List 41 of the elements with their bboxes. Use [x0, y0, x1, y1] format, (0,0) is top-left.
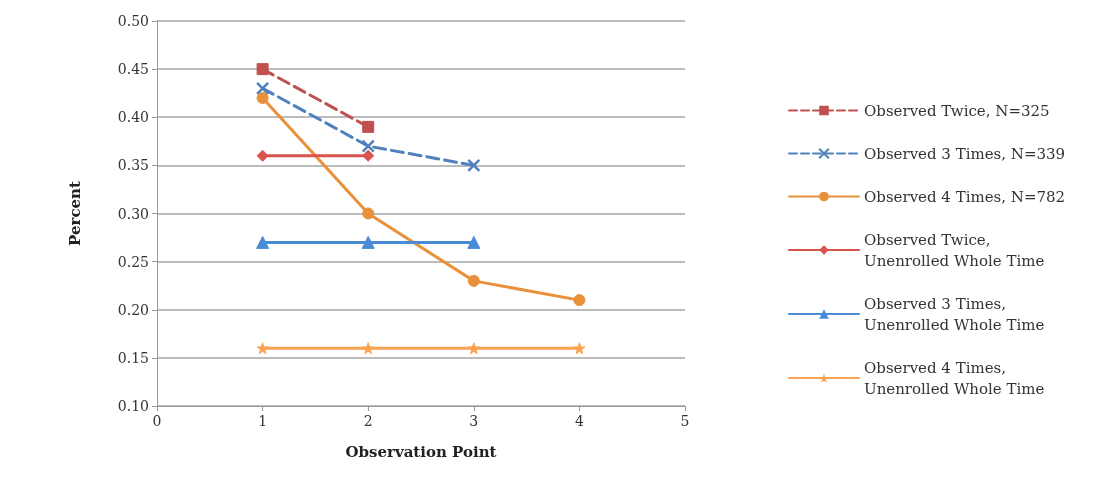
- y-tick-label: 0.25: [117, 253, 149, 270]
- point: [467, 274, 480, 287]
- y-tick-label: 0.40: [117, 109, 149, 126]
- point: [467, 342, 480, 355]
- legend-label: Observed 3 Times, Unenrolled Whole Time: [864, 294, 1045, 334]
- point: [467, 158, 481, 173]
- x-tick-label: 4: [574, 413, 584, 429]
- x-tick-label: 0: [152, 413, 162, 429]
- point: [362, 207, 375, 220]
- x-tick-label: 1: [258, 413, 268, 429]
- point: [573, 342, 586, 355]
- legend-label: Observed Twice, N=325: [864, 101, 1050, 120]
- y-tick-label: 0.15: [117, 349, 149, 366]
- legend-label: Observed Twice, Unenrolled Whole Time: [864, 230, 1045, 270]
- point: [361, 139, 375, 153]
- y-axis-title: Percent: [65, 181, 84, 246]
- point: [467, 235, 481, 249]
- legend-label: Observed 4 Times, N=782: [864, 187, 1066, 206]
- point: [256, 149, 269, 162]
- y-tick-label: 0.35: [117, 157, 149, 174]
- y-tick-label: 0.50: [117, 13, 149, 29]
- x-tick-label: 5: [680, 413, 690, 429]
- point: [255, 81, 270, 96]
- y-tick-label: 0.45: [117, 61, 149, 78]
- point: [362, 342, 375, 355]
- point: [256, 235, 270, 249]
- legend-label: Observed 3 Times, N=339: [864, 144, 1066, 163]
- point: [256, 63, 269, 76]
- point: [361, 235, 375, 249]
- x-tick-label: 3: [469, 413, 479, 429]
- y-tick-label: 0.20: [117, 301, 149, 318]
- point: [573, 294, 586, 307]
- y-tick-label: 0.30: [117, 205, 149, 222]
- point: [256, 92, 269, 104]
- x-axis-title: Observation Point: [345, 442, 497, 461]
- point: [256, 342, 269, 355]
- point: [362, 149, 375, 162]
- y-tick-label: 0.10: [117, 398, 149, 414]
- legend-label: Observed 4 Times, Unenrolled Whole Time: [864, 358, 1045, 398]
- point: [362, 120, 375, 133]
- x-tick-label: 2: [363, 413, 373, 429]
